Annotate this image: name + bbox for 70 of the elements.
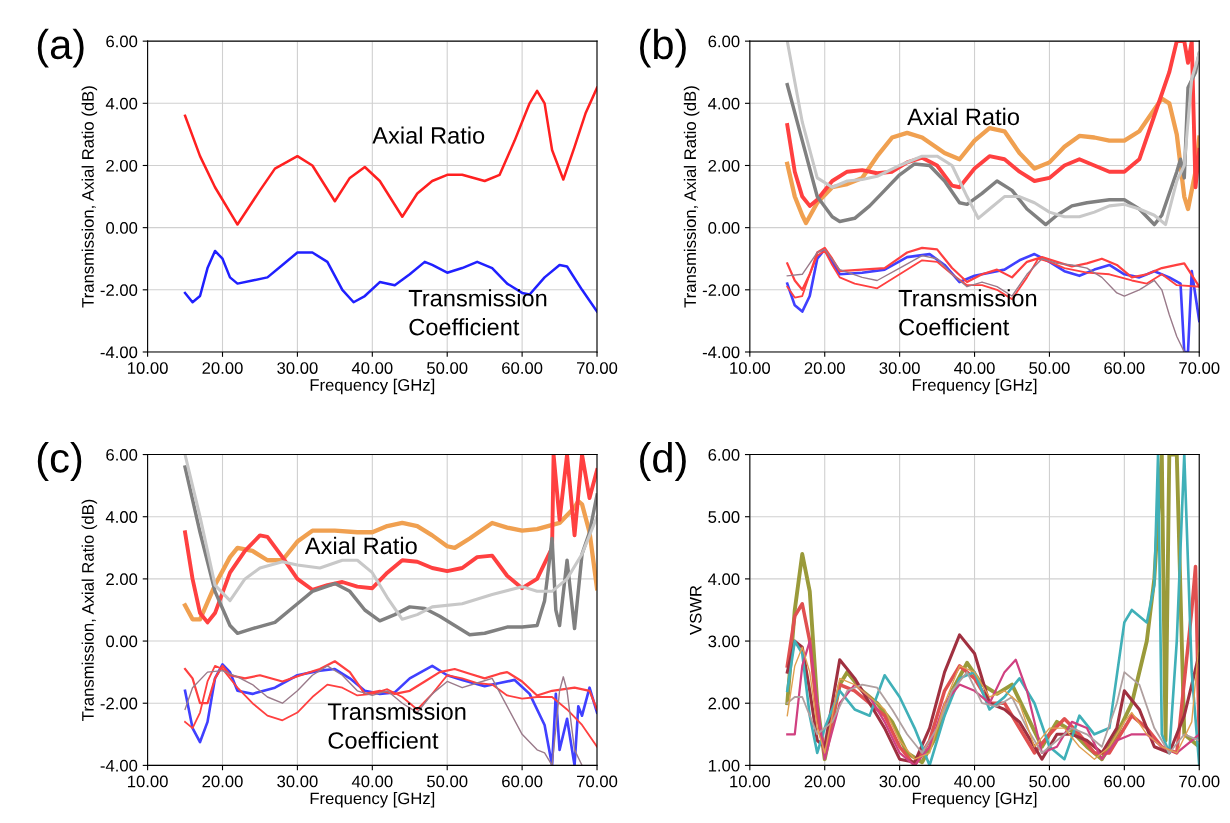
y-tick-label: 2.00 [106,159,138,172]
x-tick-label: 40.00 [954,775,995,788]
x-tick-label: 10.00 [730,362,771,374]
x-tick-label: 30.00 [277,362,318,374]
y-tick-label: 0.00 [106,635,138,648]
x-tick-label: 50.00 [1029,362,1070,374]
x-tick-label: 30.00 [879,775,920,788]
y-tick-label: 6.00 [708,35,740,48]
chart-title: (d) [640,442,686,481]
x-tick-label: 20.00 [804,362,845,374]
x-tick-label: 70.00 [1179,775,1220,788]
x-tick-label: 50.00 [427,775,468,788]
y-axis-title: Transmission, Axial Ratio (dB) [81,86,98,308]
y-tick-label: -2.00 [702,284,740,297]
x-tick-label: 40.00 [351,775,393,788]
y-tick-label: -4.00 [100,759,138,772]
annotation: Transmission Coefficient [408,289,547,336]
x-tick-label: 50.00 [1029,775,1070,788]
x-axis-title: Frequency [GHz] [310,378,435,395]
x-tick-label: 70.00 [1179,362,1220,374]
y-tick-label: 0.00 [106,222,138,234]
y-tick-label: -4.00 [100,346,138,359]
x-tick-label: 60.00 [502,775,543,788]
y-tick-label: 6.00 [106,448,138,461]
y-axis-title: Transmission, Axial Ratio (dB) [81,499,98,721]
x-tick-label: 60.00 [502,362,543,374]
y-tick-label: 1.00 [708,759,740,772]
x-tick-label: 20.00 [804,775,845,788]
x-tick-label: 60.00 [1104,362,1145,374]
y-tick-label: -2.00 [100,697,138,710]
chart-title: (a) [37,28,84,68]
x-tick-label: 70.00 [577,775,618,788]
annotation: Axial Ratio [304,536,417,555]
y-tick-label: 4.00 [105,511,138,523]
y-tick-label: -2.00 [100,284,138,297]
x-tick-label: 40.00 [954,362,995,374]
x-tick-label: 10.00 [128,362,168,374]
x-tick-label: 10.00 [128,775,168,788]
x-tick-label: 10.00 [730,775,771,788]
y-tick-label: -4.00 [702,346,740,359]
y-tick-label: 4.00 [708,573,740,586]
y-axis-title: VSWR [689,585,702,635]
x-tick-label: 20.00 [202,775,243,788]
y-tick-label: 2.00 [106,573,138,586]
y-tick-label: 4.00 [708,97,740,110]
chart-title: (b) [640,28,686,68]
x-tick-label: 20.00 [202,362,243,374]
annotation: Axial Ratio [372,126,485,144]
y-tick-label: 5.00 [708,511,740,523]
x-tick-label: 40.00 [351,362,393,374]
y-tick-label: 6.00 [708,448,740,461]
x-tick-label: 60.00 [1104,775,1145,788]
annotation: Transmission Coefficient [327,702,466,749]
y-tick-label: 2.00 [708,697,740,710]
y-tick-label: 4.00 [105,97,138,110]
x-axis-title: Frequency [GHz] [912,378,1037,395]
chart-title: (c) [37,442,82,481]
x-tick-label: 50.00 [427,362,468,374]
annotation: Axial Ratio [907,107,1019,126]
x-tick-label: 30.00 [879,362,920,374]
y-tick-label: 0.00 [708,222,740,234]
y-tick-label: 3.00 [708,635,740,648]
x-axis-title: Frequency [GHz] [310,792,435,808]
annotation: Transmission Coefficient [898,289,1037,336]
y-tick-label: 6.00 [106,35,138,48]
x-tick-label: 70.00 [577,362,618,374]
x-tick-label: 30.00 [277,775,318,788]
x-axis-title: Frequency [GHz] [912,792,1037,808]
y-axis-title: Transmission, Axial Ratio (dB) [683,86,700,308]
y-tick-label: 2.00 [708,159,740,172]
